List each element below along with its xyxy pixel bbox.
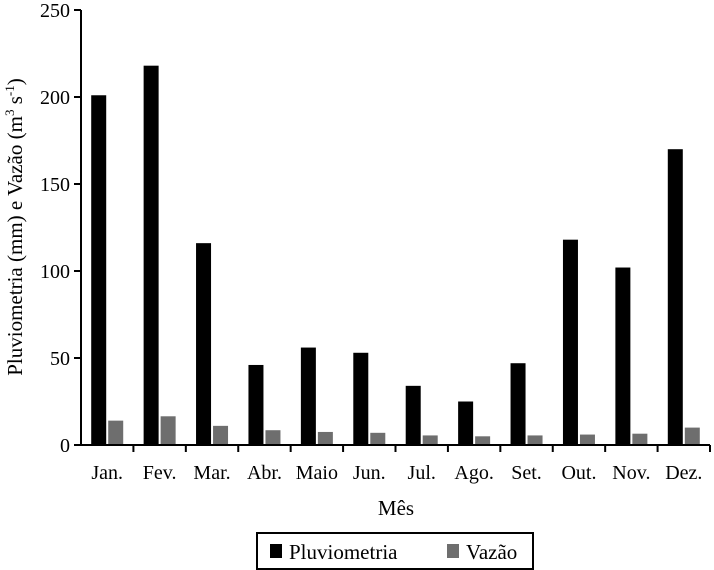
bar-pluviometria	[248, 364, 264, 445]
bars-group	[91, 65, 700, 446]
bar-vazao	[317, 431, 333, 445]
bar-pluviometria	[667, 149, 683, 445]
y-axis-title-sup2: -1	[2, 85, 17, 96]
x-tick-label: Maio	[296, 462, 338, 484]
x-tick-label: Nov.	[612, 462, 650, 484]
x-tick-label: Jul.	[408, 462, 436, 484]
y-tick-label: 100	[40, 261, 70, 283]
x-axis-title: Mês	[378, 496, 414, 520]
bar-pluviometria	[405, 385, 421, 445]
x-tick-label: Mar.	[193, 462, 230, 484]
legend-swatch-vazao	[447, 544, 459, 558]
y-tick-label: 150	[40, 174, 70, 196]
legend-frame	[256, 532, 534, 570]
x-tick-label: Jan.	[91, 462, 123, 484]
y-tick-label: 250	[40, 0, 70, 22]
bar-vazao	[108, 420, 124, 445]
y-tick-label: 50	[50, 348, 70, 370]
bar-pluviometria	[300, 347, 316, 445]
bar-pluviometria	[91, 95, 107, 445]
bar-vazao	[265, 430, 281, 445]
y-axis-title-close: )	[3, 78, 27, 85]
legend-label-pluviometria: Pluviometria	[289, 540, 398, 564]
bar-pluviometria	[196, 243, 212, 445]
bar-vazao	[579, 434, 595, 445]
x-tick-label: Set.	[511, 462, 542, 484]
y-axis-title: Pluviometria (mm) e Vazão (m3 s-1)	[2, 78, 27, 376]
bar-vazao	[684, 427, 700, 445]
bar-vazao	[370, 432, 386, 445]
y-axis-title-sup1: 3	[2, 110, 17, 117]
bar-vazao	[422, 435, 438, 445]
bar-pluviometria	[353, 352, 369, 445]
bar-vazao	[160, 416, 176, 445]
bar-vazao	[213, 425, 229, 445]
x-tick-label: Abr.	[247, 462, 282, 484]
x-tick-label: Out.	[561, 462, 596, 484]
y-tick-label: 200	[40, 87, 70, 109]
bar-pluviometria	[510, 363, 526, 445]
bar-pluviometria	[615, 267, 631, 445]
bar-pluviometria	[143, 65, 159, 446]
bar-pluviometria	[562, 239, 578, 445]
y-ticks-group: 0 50 100 150 200 250	[40, 0, 81, 457]
y-tick-label: 0	[60, 435, 70, 457]
x-ticks-group: Jan. Fev. Mar. Abr. Maio Jun. Jul. Ago. Set. Out.…	[91, 445, 711, 484]
legend: Pluviometria Vazão	[256, 532, 534, 570]
x-tick-label: Ago.	[454, 462, 493, 484]
x-tick-label: Dez.	[665, 462, 702, 484]
y-axis-title-main: Pluviometria (mm) e Vazão (m	[3, 116, 27, 376]
legend-swatch-pluviometria	[270, 544, 282, 558]
x-tick-label: Jun.	[353, 462, 386, 484]
bar-vazao	[475, 436, 491, 445]
y-axis-title-mid: s	[3, 96, 27, 109]
legend-label-vazao: Vazão	[466, 540, 517, 564]
bar-vazao	[632, 433, 648, 445]
x-tick-label: Fev.	[143, 462, 177, 484]
bar-pluviometria	[458, 401, 474, 445]
bar-vazao	[527, 435, 543, 445]
